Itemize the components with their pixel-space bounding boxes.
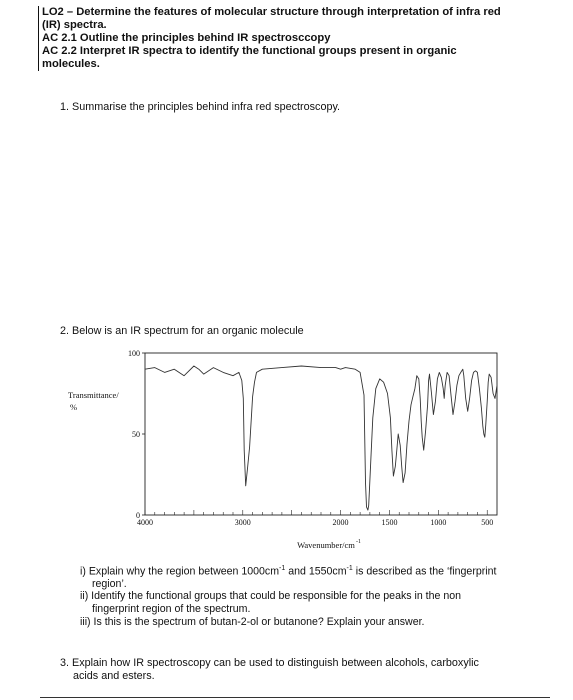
y-tick-label: 0 (136, 511, 140, 520)
header-line-1: LO2 – Determine the features of molecula… (42, 6, 501, 18)
learning-outcomes-header: LO2 – Determine the features of molecula… (38, 6, 552, 71)
question-1: 1. Summarise the principles behind infra… (60, 101, 341, 113)
question-2: 2. Below is an IR spectrum for an organi… (60, 325, 304, 337)
y-axis-label: Transmittance/ (68, 390, 119, 400)
question-3: 3. Explain how IR spectroscopy can be us… (60, 657, 530, 683)
q2-i-text-d: region’. (92, 578, 127, 591)
x-tick-label: 1000 (430, 518, 446, 527)
q2-i-text-a: i) Explain why the region between 1000cm (80, 565, 280, 578)
x-tick-label: 2000 (333, 518, 349, 527)
page-divider (40, 697, 550, 698)
x-axis-label-sup: -1 (356, 539, 361, 545)
x-tick-label: 500 (481, 518, 493, 527)
header-line-5: molecules. (42, 58, 100, 70)
q3-text-a: 3. Explain how IR spectroscopy can be us… (60, 657, 479, 669)
q2-i-text-b: and 1550cm (285, 565, 347, 578)
q2-ii-text-a: ii) Identify the functional groups that … (80, 590, 462, 602)
x-tick-label: 1500 (381, 518, 397, 527)
header-line-4: AC 2.2 Interpret IR spectra to identify … (42, 45, 457, 57)
y-axis-unit: % (70, 402, 77, 412)
q2-iii-text: iii) Is this is the spectrum of butan-2-… (80, 616, 425, 628)
q2-ii-text-b: fingerprint region of the spectrum. (92, 602, 251, 615)
q2-i-sup-2: -1 (346, 565, 353, 572)
q2-i-sup-1: -1 (279, 565, 286, 572)
y-tick-label: 100 (128, 349, 140, 358)
plot-frame (144, 352, 498, 516)
x-axis-label: Wavenumber/cm (297, 540, 355, 550)
header-line-3: AC 2.1 Outline the principles behind IR … (42, 32, 331, 44)
q3-text-b: acids and esters. (73, 670, 155, 682)
question-2-part-i: i) Explain why the region between 1000cm… (80, 563, 496, 591)
x-tick-label: 4000 (137, 518, 153, 527)
question-2-part-iii: iii) Is this is the spectrum of butan-2-… (80, 616, 424, 629)
q2-i-text-c: is described as the ‘fingerprint (352, 565, 497, 578)
header-line-2: (IR) spectra. (42, 19, 107, 31)
spectrum-line (144, 365, 498, 511)
x-tick-label: 3000 (235, 518, 251, 527)
question-2-part-ii: ii) Identify the functional groups that … (80, 590, 461, 615)
y-tick-label: 50 (132, 430, 140, 439)
